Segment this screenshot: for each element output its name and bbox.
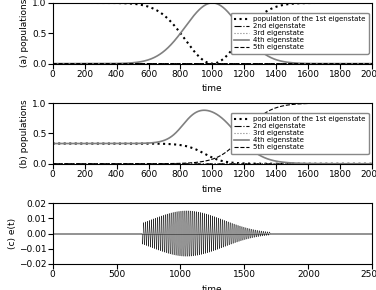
Legend: population of the 1st eigenstate, 2nd eigenstate, 3rd eigenstate, 4th eigenstate: population of the 1st eigenstate, 2nd ei… <box>231 113 369 154</box>
Y-axis label: (b) populations: (b) populations <box>20 99 29 168</box>
X-axis label: time: time <box>202 184 223 193</box>
X-axis label: time: time <box>202 84 223 93</box>
Y-axis label: (a) populations: (a) populations <box>20 0 29 68</box>
Y-axis label: (c) e(t): (c) e(t) <box>8 218 17 249</box>
Legend: population of the 1st eigenstate, 2nd eigenstate, 3rd eigenstate, 4th eigenstate: population of the 1st eigenstate, 2nd ei… <box>231 13 369 54</box>
X-axis label: time: time <box>202 285 223 290</box>
